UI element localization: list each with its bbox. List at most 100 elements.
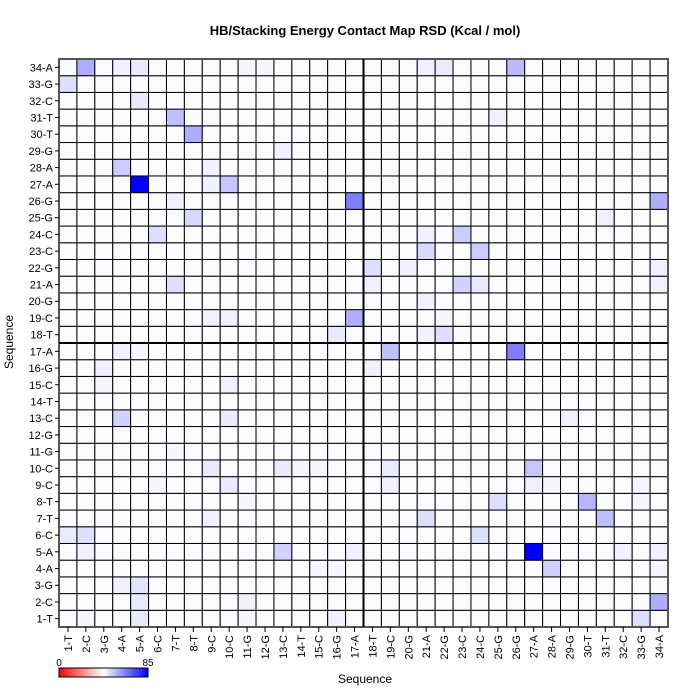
heatmap-cell [506,258,526,277]
heatmap-cell [130,258,150,277]
heatmap-cell [345,375,364,394]
heatmap-cell [560,258,579,277]
heatmap-cell [398,125,418,144]
heatmap-cell [183,559,203,578]
heatmap-cell [470,593,490,611]
heatmap-cell [273,58,293,77]
heatmap-cell [542,542,562,561]
heatmap-cell [345,609,364,628]
heatmap-cell [327,342,347,361]
heatmap-cell [416,593,436,611]
heatmap-cell [237,108,257,127]
heatmap-cell [94,442,114,461]
heatmap-cell [363,325,382,344]
heatmap-cell [273,309,293,327]
heatmap-cell [613,91,633,110]
heatmap-cell [327,359,347,377]
heatmap-cell [130,359,150,377]
heatmap-cell [398,142,418,160]
heatmap-cell [649,576,669,595]
heatmap-cell [255,442,275,461]
x-tick-label: 33-G [636,635,648,659]
heatmap-cell [649,192,669,210]
heatmap-cell [363,91,382,110]
y-tick-label: 10-C [29,463,53,475]
heatmap-cell [613,559,633,578]
heatmap-cell [470,359,490,377]
heatmap-cell [130,426,150,444]
heatmap-cell [165,509,185,528]
heatmap-cell [434,476,454,494]
heatmap-cell [452,342,472,361]
x-tick-label: 27-A [529,634,541,658]
heatmap-cell [237,476,257,494]
heatmap-cell [470,142,490,160]
heatmap-cell [434,609,454,628]
heatmap-cell [595,242,615,260]
heatmap-cell [165,559,185,578]
heatmap-cell [506,208,526,227]
heatmap-cell [631,375,651,394]
heatmap-cell [506,325,526,344]
heatmap-cell [560,225,579,244]
heatmap-cell [416,459,436,478]
heatmap-cell [76,192,96,210]
heatmap-cell [434,225,454,244]
heatmap-cell [380,359,400,377]
heatmap-cell [542,375,562,394]
heatmap-cell [631,58,651,77]
heatmap-cell [183,442,203,461]
heatmap-cell [416,192,436,210]
heatmap-cell [470,409,490,428]
x-tick-label: 22-G [439,635,451,659]
heatmap-cell [112,492,132,511]
heatmap-cell [488,125,508,144]
heatmap-cell [237,258,257,277]
heatmap-cell [434,108,454,127]
heatmap-cell [470,91,490,110]
heatmap-cell [488,275,508,294]
heatmap-cell [345,576,364,595]
heatmap-cell [560,208,579,227]
heatmap-cell [94,375,114,394]
heatmap-cell [452,559,472,578]
heatmap-cell [237,309,257,327]
heatmap-cell [237,509,257,528]
heatmap-cell [76,409,96,428]
heatmap-cell [309,208,329,227]
heatmap-cell [291,509,311,528]
heatmap-cell [577,275,597,294]
heatmap-cell [470,275,490,294]
heatmap-cell [506,75,526,93]
heatmap-cell [130,175,150,194]
heatmap-cell [452,375,472,394]
x-tick-label: 19-C [385,635,397,659]
heatmap-cell [309,108,329,127]
heatmap-cell [94,58,114,77]
heatmap-cell [488,576,508,595]
heatmap-cell [58,609,78,628]
heatmap-cell [183,426,203,444]
heatmap-cell [345,58,364,77]
heatmap-cell [380,75,400,93]
heatmap-cell [613,192,633,210]
heatmap-cell [434,459,454,478]
heatmap-cell [255,325,275,344]
heatmap-cell [94,258,114,277]
heatmap-cell [219,58,239,77]
heatmap-cell [58,225,78,244]
heatmap-cell [291,559,311,578]
heatmap-cell [631,192,651,210]
heatmap-cell [506,426,526,444]
heatmap-cell [416,375,436,394]
x-tick-label: 29-G [564,635,576,659]
heatmap-cell [130,242,150,260]
heatmap-cell [524,576,544,595]
heatmap-cell [488,58,508,77]
heatmap-cell [524,58,544,77]
heatmap-cell [631,609,651,628]
heatmap-cell [273,492,293,511]
heatmap-cell [76,426,96,444]
heatmap-cell [434,509,454,528]
heatmap-cell [76,309,96,327]
